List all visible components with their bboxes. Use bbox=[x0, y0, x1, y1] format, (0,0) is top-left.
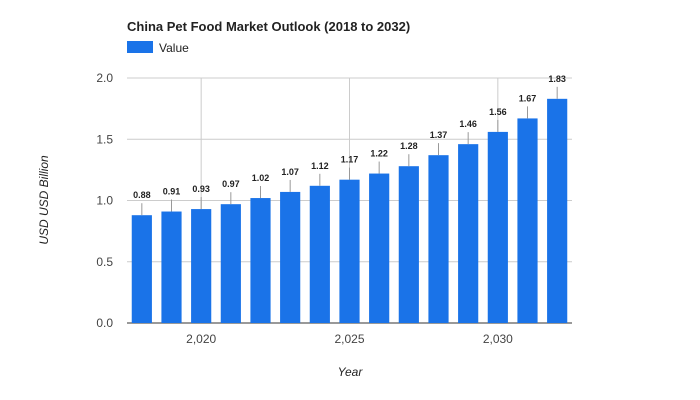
y-tick-label: 1.0 bbox=[96, 194, 113, 208]
data-label: 1.12 bbox=[311, 161, 329, 171]
bars bbox=[131, 98, 568, 323]
y-tick-label: 2.0 bbox=[96, 71, 113, 85]
data-label: 1.28 bbox=[400, 141, 418, 151]
data-label: 1.02 bbox=[252, 173, 270, 183]
bar[interactable] bbox=[428, 155, 449, 323]
y-axis-label: USD USD Billion bbox=[37, 155, 51, 245]
y-tick-label: 0.5 bbox=[96, 255, 113, 269]
bar[interactable] bbox=[220, 204, 241, 323]
bar[interactable] bbox=[547, 98, 568, 323]
bar[interactable] bbox=[309, 185, 330, 323]
legend-label: Value bbox=[159, 41, 189, 55]
bar[interactable] bbox=[339, 179, 360, 323]
data-label: 1.37 bbox=[430, 130, 448, 140]
x-tick-label: 2,020 bbox=[186, 332, 216, 346]
data-labels: 0.88 0.91 0.93 0.97 1.02 1.07 1.12 1.17 1.22 1.28… bbox=[133, 74, 566, 216]
data-label: 0.91 bbox=[163, 187, 181, 197]
data-label: 0.97 bbox=[222, 179, 240, 189]
data-label: 1.67 bbox=[519, 93, 537, 103]
x-axis-ticks: 2,020 2,025 2,030 bbox=[186, 332, 513, 346]
data-label: 0.93 bbox=[192, 184, 210, 194]
y-tick-label: 0.0 bbox=[96, 316, 113, 330]
data-label: 1.56 bbox=[489, 107, 507, 117]
bar[interactable] bbox=[517, 118, 538, 323]
bar[interactable] bbox=[369, 173, 390, 323]
bar[interactable] bbox=[487, 131, 508, 323]
bar[interactable] bbox=[250, 198, 271, 323]
chart-title: China Pet Food Market Outlook (2018 to 2… bbox=[127, 19, 410, 34]
bar[interactable] bbox=[161, 211, 182, 323]
y-tick-label: 1.5 bbox=[96, 132, 113, 146]
data-label: 0.88 bbox=[133, 190, 151, 200]
legend-swatch bbox=[127, 41, 153, 53]
x-axis-label: Year bbox=[338, 365, 364, 379]
data-label: 1.83 bbox=[548, 74, 566, 84]
data-label: 1.17 bbox=[341, 155, 359, 165]
legend: Value bbox=[127, 41, 189, 55]
data-label: 1.22 bbox=[370, 149, 388, 159]
y-axis-ticks: 0.0 0.5 1.0 1.5 2.0 bbox=[96, 71, 113, 330]
bar[interactable] bbox=[280, 191, 301, 323]
bar[interactable] bbox=[191, 209, 212, 323]
data-label: 1.07 bbox=[281, 167, 299, 177]
bar[interactable] bbox=[131, 215, 152, 323]
bar[interactable] bbox=[398, 166, 419, 323]
data-label: 1.46 bbox=[459, 119, 477, 129]
x-tick-label: 2,025 bbox=[334, 332, 364, 346]
bar[interactable] bbox=[458, 144, 479, 323]
x-tick-label: 2,030 bbox=[483, 332, 513, 346]
